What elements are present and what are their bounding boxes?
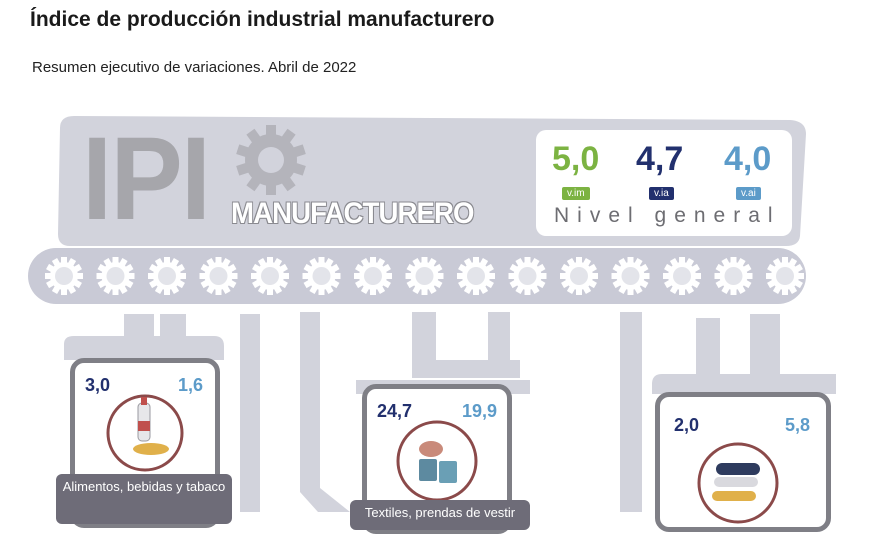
belt-gear-icon (457, 257, 495, 295)
belt-gear-icon (560, 257, 598, 295)
belt-gear-icon (96, 257, 135, 295)
belt-gear-icon (148, 257, 186, 295)
paper-rolls-icon (697, 442, 779, 524)
nivel-general-label: Nivel general (554, 204, 781, 227)
sector-left-value: 2,0 (674, 415, 700, 435)
vai-tag: v.ai (736, 187, 761, 200)
belt-gear-icon (405, 257, 444, 295)
sector-card-paper: 2,0 5,8 (655, 392, 831, 532)
sector-right-value: 19,9 (461, 401, 497, 421)
page-title: Índice de producción industrial manufact… (30, 8, 495, 31)
vai-value: 4,0 (724, 140, 772, 178)
belt-gear-icon (251, 257, 289, 295)
sector-right-value: 1,6 (177, 375, 203, 395)
sector-caption-food: Alimentos, bebidas y tabaco (56, 474, 232, 524)
manufacturero-logo-text: MANUFACTURERO (231, 197, 474, 230)
ipi-logo-text: IPI (82, 113, 211, 245)
sector-left-value: 24,7 (377, 401, 413, 421)
belt-gear-icon (611, 257, 650, 295)
via-value: 4,7 (636, 140, 684, 178)
summary-panel: 5,0 v.im 4,7 v.ia 4,0 v.ai Nivel general (536, 130, 792, 236)
vim-value: 5,0 (552, 140, 600, 178)
belt-gear-icon (354, 257, 392, 295)
gear-icon (236, 125, 306, 195)
belt-gear-icon (199, 257, 238, 295)
belt-gear-icon (302, 257, 341, 295)
sector-caption-textile: Textiles, prendas de vestir (350, 500, 530, 530)
vim-tag: v.im (562, 187, 590, 200)
belt-gear-icon (508, 257, 547, 295)
belt-gear-icon (45, 257, 83, 295)
belt-gear-icon (766, 257, 804, 295)
belt-gear-icon (714, 257, 753, 295)
food-bottle-icon (106, 394, 184, 472)
page-subtitle: Resumen ejecutivo de variaciones. Abril … (32, 59, 357, 76)
sector-right-value: 5,8 (784, 415, 810, 435)
via-tag: v.ia (649, 187, 674, 200)
belt-gear-icon (663, 257, 701, 295)
sector-left-value: 3,0 (85, 375, 111, 395)
textile-icon (396, 420, 478, 502)
